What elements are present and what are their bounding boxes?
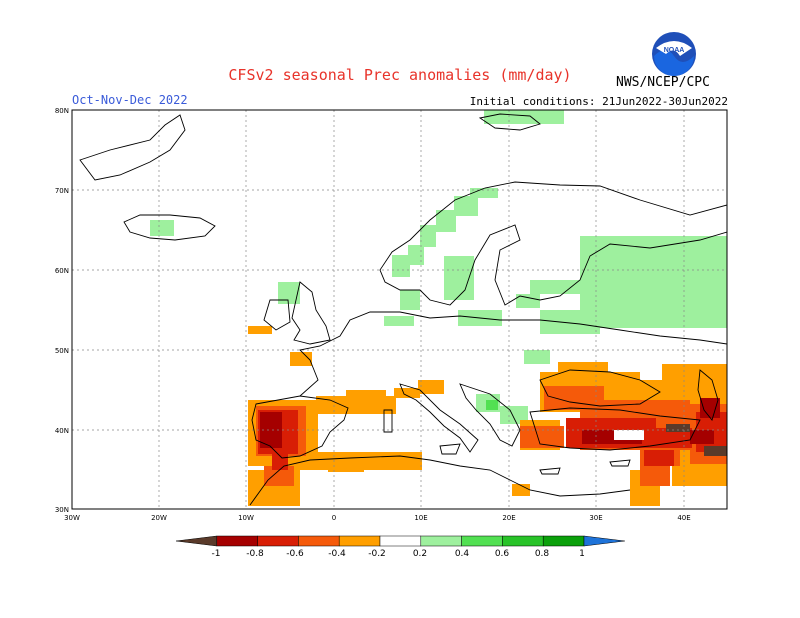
- dry-anomaly-very-strong: [260, 398, 720, 448]
- colorbar: [175, 535, 625, 547]
- colorbar-swatch: [257, 535, 299, 547]
- colorbar-label: -0.2: [368, 549, 386, 559]
- colorbar-swatch: [379, 535, 422, 547]
- anomaly-field: [150, 110, 727, 506]
- colorbar-swatch: [502, 535, 544, 547]
- lat-label: 30N: [55, 506, 69, 514]
- lon-label: 30W: [64, 514, 80, 522]
- lat-label: 50N: [55, 347, 69, 355]
- dry-anomaly-extreme: [666, 424, 727, 456]
- colorbar-swatch: [461, 535, 503, 547]
- colorbar-label: -1: [212, 549, 221, 559]
- colorbar-label: 1: [579, 549, 585, 559]
- lon-label: 40E: [677, 514, 690, 522]
- longitude-labels: 30W 20W 10W 0 10E 20E 30E 40E: [64, 514, 691, 522]
- colorbar-label: 0.6: [495, 549, 510, 559]
- lat-label: 40N: [55, 427, 69, 435]
- colorbar-label: 0.8: [535, 549, 550, 559]
- colorbar-swatch: [420, 535, 462, 547]
- forecast-period: Oct-Nov-Dec 2022: [72, 93, 188, 107]
- lon-label: 20E: [502, 514, 515, 522]
- wet-anomaly-areas: [150, 110, 727, 424]
- colorbar-labels: -1 -0.8 -0.6 -0.4 -0.2 0.2 0.4 0.6 0.8 1: [212, 549, 585, 559]
- lon-label: 30E: [589, 514, 602, 522]
- graticule: [72, 110, 727, 509]
- noaa-logo-icon: NOAA: [652, 32, 696, 76]
- colorbar-label: 0.4: [455, 549, 470, 559]
- map-frame: [71, 109, 728, 510]
- no-anomaly-patch: [614, 430, 644, 440]
- colorbar-swatch: [175, 535, 218, 547]
- colorbar-label: -0.8: [246, 549, 264, 559]
- colorbar-swatch: [338, 535, 381, 547]
- lon-label: 10E: [414, 514, 427, 522]
- colorbar-swatch: [542, 535, 585, 547]
- colorbar-swatch: [298, 535, 340, 547]
- colorbar-swatch: [583, 535, 625, 547]
- colorbar-label: -0.6: [286, 549, 304, 559]
- lat-label: 80N: [55, 107, 69, 115]
- map-title: CFSv2 seasonal Prec anomalies (mm/day): [228, 66, 572, 84]
- lat-label: 70N: [55, 187, 69, 195]
- latitude-labels: 80N 70N 60N 50N 40N 30N: [55, 107, 69, 514]
- lat-label: 60N: [55, 267, 69, 275]
- wet-anomaly-moderate: [486, 400, 498, 410]
- initial-conditions: Initial conditions: 21Jun2022-30Jun2022: [469, 95, 728, 108]
- logo-text: NOAA: [664, 47, 685, 54]
- colorbar-swatch: [216, 535, 258, 547]
- lon-label: 20W: [151, 514, 167, 522]
- lon-label: 10W: [238, 514, 254, 522]
- colorbar-label: 0.2: [413, 549, 427, 559]
- agency-label: NWS/NCEP/CPC: [616, 75, 710, 90]
- colorbar-label: -0.4: [328, 549, 346, 559]
- lon-label: 0: [332, 514, 336, 522]
- coastlines: [79, 113, 727, 506]
